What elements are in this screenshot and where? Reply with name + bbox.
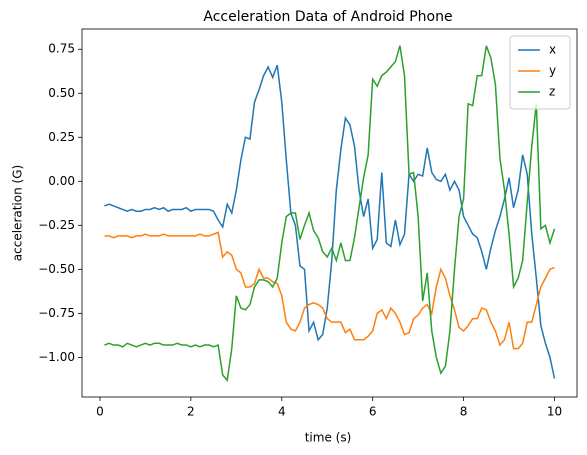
data-line [104,64,556,379]
x-tick-label: 8 [460,405,468,419]
x-tick-label: 4 [278,405,286,419]
y-tick-label: 0.25 [48,130,75,144]
plot-frame [81,28,578,398]
x-tick-label: 6 [369,405,377,419]
data-line [104,231,555,350]
y-tick-label: 0.00 [48,174,75,188]
x-tick-label: 0 [96,405,104,419]
x-tick-label: 2 [187,405,195,419]
legend-label: z [549,85,555,99]
x-axis-label: time (s) [305,431,352,445]
y-tick-label: 0.75 [48,42,75,56]
legend-label: x [549,43,556,57]
data-line [104,45,556,383]
y-tick-label: 0.50 [48,86,75,100]
x-tick-label: 10 [547,405,562,419]
legend-box [509,35,571,110]
y-tick-label: −0.50 [38,262,75,276]
y-tick-label: −0.75 [38,306,75,320]
y-tick-label: −1.00 [38,350,75,364]
y-tick-label: −0.25 [38,218,75,232]
chart-title: Acceleration Data of Android Phone [203,9,452,25]
legend-label: y [549,64,556,78]
y-axis-label: acceleration (G) [11,165,25,261]
